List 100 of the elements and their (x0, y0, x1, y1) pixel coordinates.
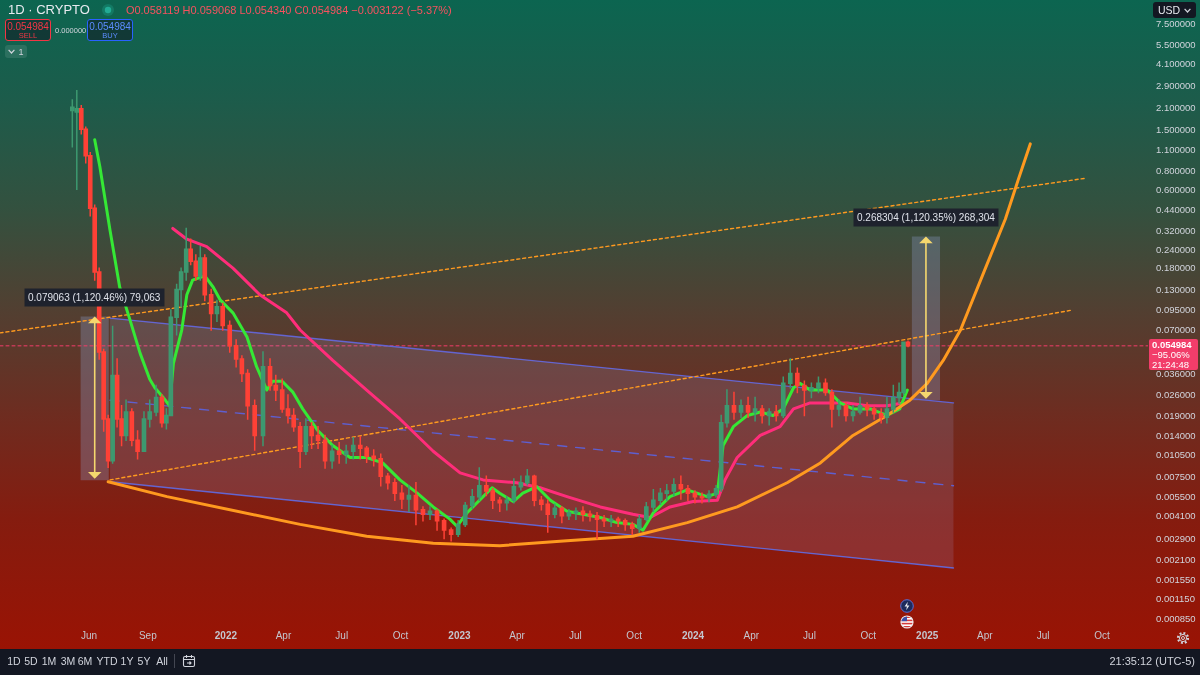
candlestick (504, 495, 510, 511)
candlestick (385, 472, 391, 490)
x-tick-label: Jul (568, 630, 582, 641)
candlestick (884, 396, 890, 424)
candlestick (350, 437, 356, 460)
candlestick (601, 515, 607, 527)
x-tick-label: Jul (335, 630, 349, 641)
ref-line-label: 0.054984 (1152, 339, 1193, 351)
y-tick-label: 0.002100 (1156, 554, 1196, 566)
annotation: 0.268304 (1,120.35%) 268,304 (857, 212, 996, 223)
toggle-button: 1 (5, 45, 27, 58)
candlestick (615, 516, 621, 527)
text: 6M (77, 655, 93, 667)
candlestick (208, 288, 214, 331)
candlestick (636, 515, 642, 533)
y-tick-label: 0.800000 (1156, 164, 1196, 176)
y-tick-label: 0.180000 (1156, 262, 1196, 274)
candlestick (524, 468, 530, 486)
candlestick (559, 506, 565, 524)
candlestick (622, 518, 628, 531)
candlestick (399, 484, 405, 510)
candlestick (434, 509, 440, 531)
text: All (156, 655, 168, 667)
y-tick-label: 5.500000 (1156, 38, 1196, 50)
candlestick (336, 442, 342, 464)
candlestick (766, 408, 772, 426)
candlestick (594, 512, 600, 540)
candlestick (787, 358, 793, 389)
candlestick (227, 320, 233, 353)
candlestick (651, 489, 656, 512)
annotation: 0.054984 (89, 20, 131, 32)
text: 21:35:12 (UTC-5) (1109, 655, 1195, 667)
candlestick (629, 521, 635, 535)
candlestick (795, 367, 800, 394)
text: 5D (24, 655, 38, 667)
x-tick-label: Jun (80, 630, 98, 641)
y-tick-label: 1.500000 (1156, 123, 1196, 135)
text: 1M (41, 655, 57, 667)
candlestick (441, 518, 447, 540)
candlestick (413, 481, 419, 526)
y-tick-label: 0.005500 (1156, 490, 1196, 502)
y-tick-label: 0.000850 (1156, 613, 1196, 625)
candlestick (476, 467, 482, 502)
y-tick-label: 0.004100 (1156, 510, 1196, 522)
x-tick-label: Apr (977, 630, 994, 641)
candlestick (469, 489, 475, 510)
x-tick-label: 2023 (448, 630, 472, 641)
candlestick (378, 453, 384, 487)
candlestick (233, 339, 239, 368)
candlestick (671, 478, 677, 497)
y-tick-label: 1.100000 (1156, 143, 1196, 155)
y-tick-label: 0.001150 (1156, 593, 1195, 605)
candlestick (220, 302, 226, 331)
candlestick (738, 399, 744, 418)
y-tick-label: 4.100000 (1156, 57, 1196, 69)
y-tick-label: 0.440000 (1156, 203, 1196, 215)
candlestick (678, 475, 684, 500)
y-tick-label: 0.240000 (1156, 243, 1196, 255)
annotation: 0.054984 (7, 20, 49, 32)
candlestick (573, 507, 579, 520)
x-tick-label: Oct (392, 630, 409, 641)
candlestick (809, 382, 814, 399)
annotation: O0.058119 H0.059068 L0.054340 C0.054984 −0.003122 (−5.37%) (125, 3, 452, 16)
candlestick (159, 394, 165, 428)
y-tick-label: 0.320000 (1156, 224, 1196, 236)
x-tick-label: 2025 (916, 630, 939, 641)
candlestick (297, 421, 303, 469)
candlestick (511, 478, 517, 504)
chart-title: 1D · CRYPTO (8, 2, 90, 17)
candlestick (252, 399, 257, 451)
candlestick (608, 515, 614, 527)
text: 3M (60, 655, 76, 667)
candlestick (74, 90, 80, 191)
y-tick-label: 0.019000 (1156, 409, 1196, 421)
candlestick (843, 402, 849, 422)
price-tag: 0.054984 −95.06% 21:24:48 (1149, 339, 1198, 371)
candlestick (745, 396, 751, 418)
candlestick (864, 402, 870, 417)
candlestick (780, 376, 786, 418)
candlestick (420, 506, 426, 522)
x-tick-label: Oct (860, 630, 877, 641)
candlestick (197, 245, 203, 281)
candlestick (214, 299, 220, 323)
annotation: 0.079063 (1,120.46%) 79,063 (28, 292, 161, 303)
candlestick (706, 490, 712, 503)
candlestick (303, 418, 309, 456)
y-tick-label: 2.900000 (1156, 80, 1196, 92)
x-tick-label: Jul (803, 630, 816, 641)
y-tick-label: 0.001550 (1156, 573, 1196, 585)
candlestick (773, 405, 779, 422)
candlestick (731, 391, 737, 420)
candlestick (816, 376, 821, 394)
candlestick (518, 475, 524, 491)
y-tick-label: 0.010500 (1156, 448, 1196, 460)
candlestick (455, 520, 461, 538)
text: YTD (96, 655, 118, 667)
candlestick (448, 527, 454, 542)
candlestick (497, 497, 503, 512)
x-tick-label: 2024 (681, 630, 705, 641)
y-tick-label: 0.026000 (1156, 389, 1196, 401)
